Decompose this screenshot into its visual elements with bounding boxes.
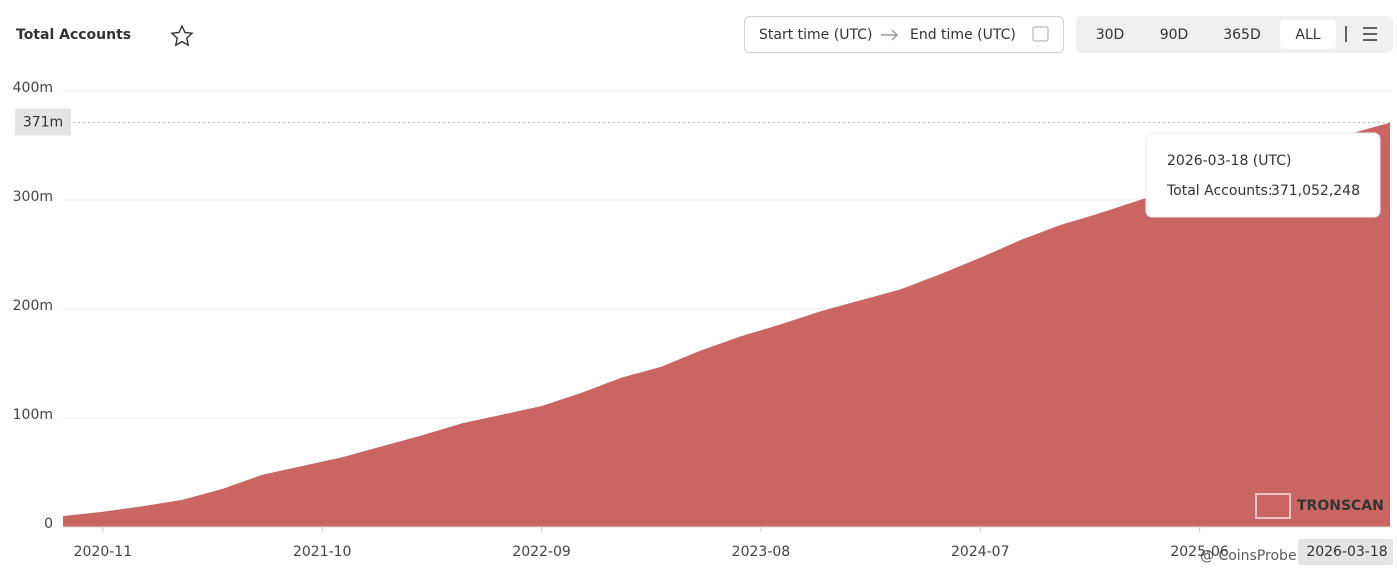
range-button[interactable]: 365D bbox=[1223, 27, 1261, 43]
x-tick-label: 2022-09 bbox=[512, 544, 571, 560]
range-button[interactable]: 30D bbox=[1096, 27, 1125, 43]
tooltip-label: Total Accounts: bbox=[1166, 183, 1273, 199]
x-tick-label: 2021-10 bbox=[293, 544, 352, 560]
crosshair-y-label: 371m bbox=[23, 115, 63, 131]
watermark-icon bbox=[1255, 493, 1291, 519]
menu-icon[interactable] bbox=[1363, 27, 1377, 41]
y-tick-label: 0 bbox=[44, 516, 53, 532]
x-tick-label: 2025-06 bbox=[1170, 544, 1229, 560]
tooltip-value: 371,052,248 bbox=[1271, 183, 1360, 199]
tooltip bbox=[1145, 132, 1381, 218]
end-time[interactable]: End time (UTC) bbox=[910, 27, 1016, 43]
range-button[interactable]: 90D bbox=[1160, 27, 1189, 43]
arrow-icon bbox=[881, 29, 898, 41]
overlay-watermark: @ CoinsProbe bbox=[1200, 548, 1297, 564]
area bbox=[63, 122, 1390, 527]
crosshair-y-box bbox=[15, 108, 71, 136]
x-tick-label: 2023-08 bbox=[732, 544, 791, 560]
date-range-input[interactable] bbox=[744, 16, 1064, 53]
x-tick-label: 2020-11 bbox=[74, 544, 133, 560]
range-button-active bbox=[1280, 20, 1336, 49]
calendar-icon[interactable] bbox=[1032, 26, 1049, 42]
y-tick-label: 400m bbox=[13, 80, 53, 96]
y-tick-label: 100m bbox=[13, 407, 53, 423]
y-tick-label: 200m bbox=[13, 298, 53, 314]
crosshair-x-box bbox=[1298, 539, 1393, 565]
crosshair-x-label: 2026-03-18 bbox=[1306, 544, 1387, 560]
y-tick-label: 300m bbox=[13, 189, 53, 205]
favorite-star[interactable] bbox=[170, 24, 194, 47]
start-time[interactable]: Start time (UTC) bbox=[759, 27, 872, 43]
page-title: Total Accounts bbox=[16, 27, 131, 43]
x-tick-label: 2024-07 bbox=[951, 544, 1010, 560]
watermark: TRONSCAN bbox=[1297, 498, 1384, 514]
tooltip-title: 2026-03-18 (UTC) bbox=[1167, 153, 1292, 169]
range-button[interactable]: ALL bbox=[1295, 27, 1320, 43]
